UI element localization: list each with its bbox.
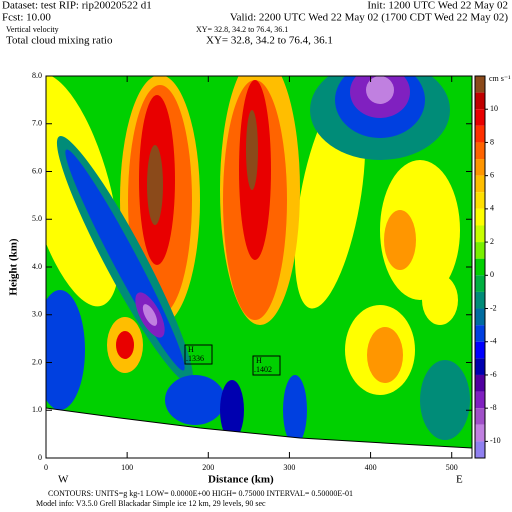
colorbar-tick-label: -6	[490, 370, 497, 379]
x-tick-label: 100	[121, 463, 133, 472]
x-tick-label: 500	[446, 463, 458, 472]
colorbar-band	[475, 424, 485, 442]
header-xy: XY= 32.8, 34.2 to 76.4, 36.1	[206, 35, 333, 47]
colorbar-band	[475, 308, 485, 326]
y-tick-label: 3.0	[32, 310, 42, 319]
colorbar-band	[475, 76, 485, 93]
footer-model: Model info: V3.5.0 Grell Blackadar Simpl…	[36, 499, 266, 508]
y-tick-label: 4.0	[32, 262, 42, 271]
y-tick-label: 0	[38, 453, 42, 462]
y-tick-label: 7.0	[32, 119, 42, 128]
x-tick-label: 300	[283, 463, 295, 472]
colorbar-tick-label: 0	[490, 270, 494, 279]
colorbar-frame	[474, 75, 486, 459]
y-tick-label: 1.0	[32, 405, 42, 414]
colorbar-band	[475, 208, 485, 226]
x-tick-label: 400	[365, 463, 377, 472]
colorbar-band	[475, 175, 485, 193]
endpoint-label: W	[58, 474, 69, 486]
x-tick-label: 0	[44, 463, 48, 472]
y-tick-label: 6.0	[32, 166, 42, 175]
colorbar-band	[475, 358, 485, 375]
colorbar-tick-label: 4	[490, 204, 494, 213]
footer-contours: CONTOURS: UNITS=g kg-1 LOW= 0.0000E+00 H…	[48, 489, 353, 498]
maximum-box	[184, 344, 213, 365]
colorbar-tick-label: -8	[490, 403, 497, 412]
colorbar-tick-label: 2	[490, 237, 494, 246]
maximum-value-label: .1336	[186, 354, 204, 363]
colorbar-band	[475, 341, 485, 359]
colorbar-band	[475, 125, 485, 143]
colorbar-band	[475, 92, 485, 110]
colorbar-band	[475, 391, 485, 409]
colorbar-band	[475, 142, 485, 160]
y-tick-label: 5.0	[32, 214, 42, 223]
x-tick-label: 200	[202, 463, 214, 472]
maximum-marker: H	[256, 356, 262, 365]
maximum-value-label: .1402	[254, 365, 272, 374]
maximum-marker: H	[188, 345, 194, 354]
header-dataset: Dataset: test RIP: rip20020522 d1	[2, 0, 152, 12]
colorbar-band	[475, 192, 485, 209]
y-tick-label: 8.0	[32, 71, 42, 80]
endpoint-label: E	[456, 474, 463, 486]
colorbar-unit: cm s⁻¹	[489, 74, 511, 83]
header-fcst: Fcst: 10.00	[2, 12, 51, 24]
colorbar-band	[475, 258, 485, 276]
contour-field	[46, 76, 472, 458]
colorbar-tick-label: -2	[490, 303, 497, 312]
colorbar-band	[475, 242, 485, 259]
x-axis-label: Distance (km)	[208, 474, 274, 486]
colorbar-band	[475, 325, 485, 342]
header-field: Total cloud mixing ratio	[6, 35, 113, 47]
colorbar-band	[475, 408, 485, 425]
colorbar-tick-label: 6	[490, 170, 494, 179]
colorbar-band	[475, 109, 485, 126]
colorbar-band	[475, 441, 485, 458]
header-valid: Valid: 2200 UTC Wed 22 May 02 (1700 CDT …	[230, 12, 508, 24]
header-init: Init: 1200 UTC Wed 22 May 02	[367, 0, 508, 12]
maximum-box	[252, 355, 281, 376]
colorbar-tick-label: -4	[490, 337, 497, 346]
colorbar-band	[475, 275, 485, 292]
header-field: Vertical velocity	[6, 25, 59, 34]
colorbar-band	[475, 374, 485, 392]
header-xy: XY= 32.8, 34.2 to 76.4, 36.1	[196, 25, 288, 34]
y-axis-label: Height (km)	[8, 238, 20, 295]
colorbar-tick-label: 10	[490, 104, 498, 113]
colorbar-tick-label: 8	[490, 137, 494, 146]
y-tick-label: 2.0	[32, 357, 42, 366]
colorbar-band	[475, 291, 485, 309]
colorbar-band	[475, 159, 485, 176]
colorbar-tick-label: -10	[490, 436, 501, 445]
colorbar-band	[475, 225, 485, 243]
